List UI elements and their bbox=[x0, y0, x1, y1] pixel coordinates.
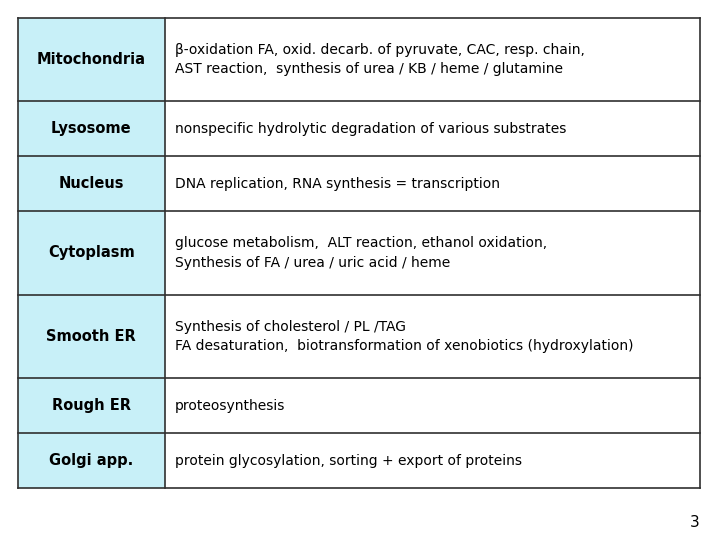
Bar bbox=[165, 378, 700, 433]
Bar bbox=[18, 295, 165, 378]
Bar bbox=[165, 211, 700, 295]
Bar bbox=[18, 378, 165, 433]
Bar bbox=[18, 433, 165, 488]
Bar bbox=[165, 433, 700, 488]
Bar bbox=[165, 102, 700, 157]
Text: DNA replication, RNA synthesis = transcription: DNA replication, RNA synthesis = transcr… bbox=[175, 177, 500, 191]
Bar bbox=[18, 18, 165, 102]
Text: Mitochondria: Mitochondria bbox=[37, 52, 146, 67]
Bar bbox=[18, 102, 165, 157]
Bar bbox=[18, 211, 165, 295]
Text: Lysosome: Lysosome bbox=[51, 122, 132, 137]
Bar bbox=[18, 157, 165, 211]
Text: glucose metabolism,  ALT reaction, ethanol oxidation,
Synthesis of FA / urea / u: glucose metabolism, ALT reaction, ethano… bbox=[175, 237, 546, 270]
Text: Smooth ER: Smooth ER bbox=[46, 329, 136, 344]
Text: protein glycosylation, sorting + export of proteins: protein glycosylation, sorting + export … bbox=[175, 454, 521, 468]
Text: Cytoplasm: Cytoplasm bbox=[48, 246, 135, 260]
Text: Nucleus: Nucleus bbox=[58, 177, 124, 191]
Text: β-oxidation FA, oxid. decarb. of pyruvate, CAC, resp. chain,
AST reaction,  synt: β-oxidation FA, oxid. decarb. of pyruvat… bbox=[175, 43, 585, 77]
Text: proteosynthesis: proteosynthesis bbox=[175, 399, 285, 413]
Text: 3: 3 bbox=[690, 515, 700, 530]
Text: Synthesis of cholesterol / PL /TAG
FA desaturation,  biotransformation of xenobi: Synthesis of cholesterol / PL /TAG FA de… bbox=[175, 320, 633, 353]
Text: nonspecific hydrolytic degradation of various substrates: nonspecific hydrolytic degradation of va… bbox=[175, 122, 566, 136]
Text: Golgi app.: Golgi app. bbox=[49, 453, 133, 468]
Bar bbox=[165, 295, 700, 378]
Text: Rough ER: Rough ER bbox=[52, 398, 131, 413]
Bar bbox=[165, 157, 700, 211]
Bar bbox=[165, 18, 700, 102]
